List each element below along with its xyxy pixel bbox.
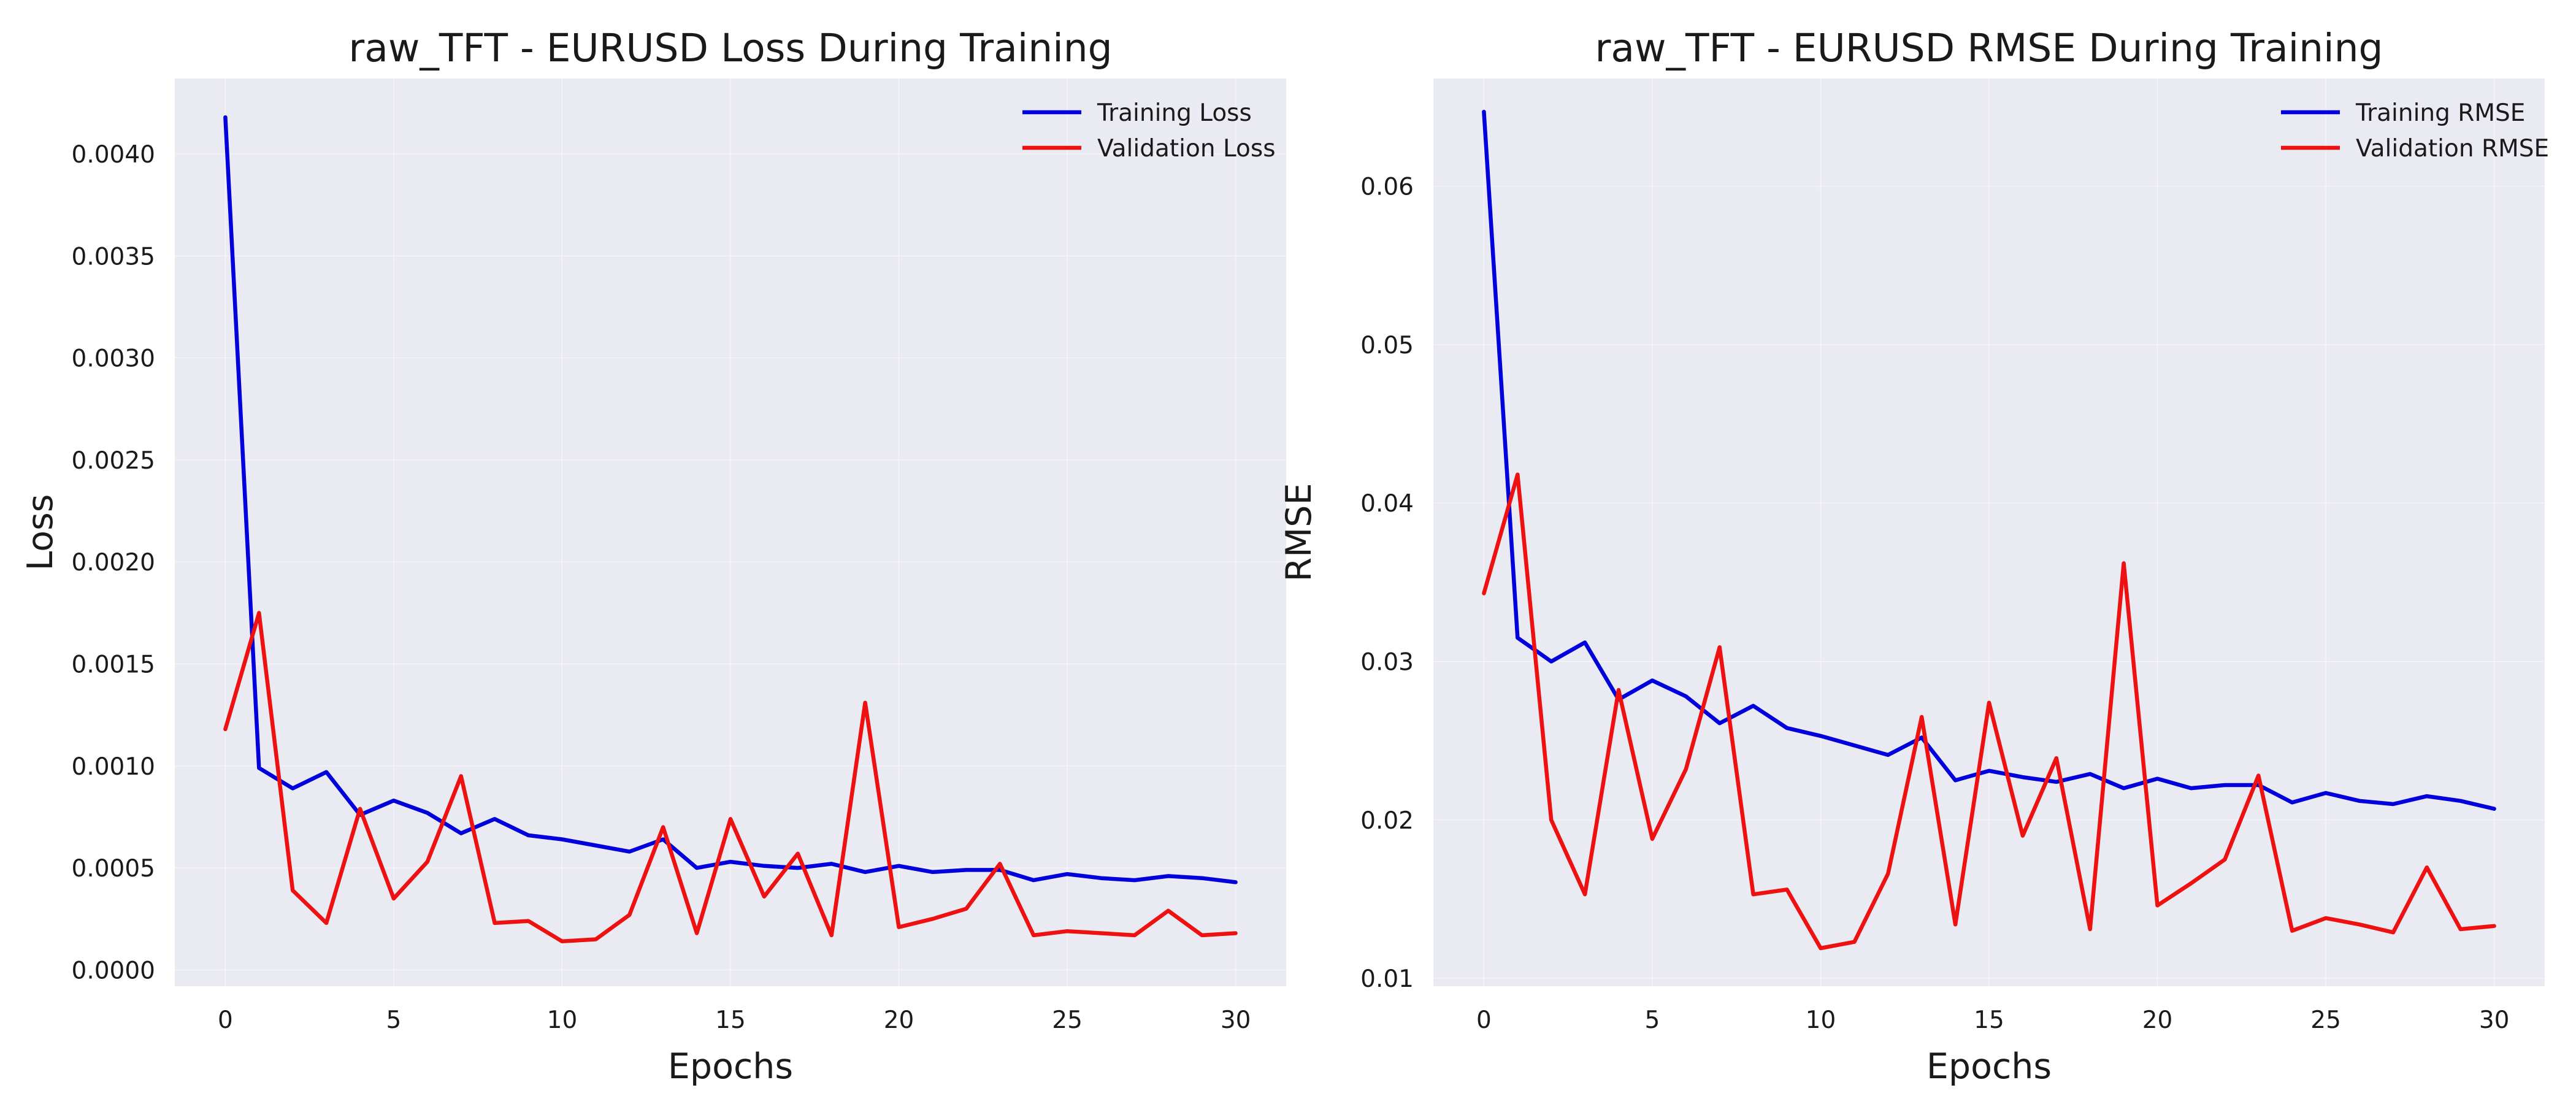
y-tick-label: 0.04 xyxy=(1360,490,1414,518)
y-tick-label: 0.0005 xyxy=(72,855,155,883)
x-tick-label: 5 xyxy=(1644,1006,1660,1034)
y-tick-label: 0.02 xyxy=(1360,807,1414,835)
y-tick-label: 0.0030 xyxy=(72,345,155,373)
x-tick-label: 25 xyxy=(1052,1006,1083,1034)
y-tick-label: 0.0015 xyxy=(72,651,155,679)
x-tick-label: 0 xyxy=(218,1006,233,1034)
x-tick-label: 15 xyxy=(715,1006,746,1034)
y-axis-label: Loss xyxy=(20,494,61,570)
x-tick-label: 20 xyxy=(884,1006,914,1034)
y-tick-label: 0.0040 xyxy=(72,141,155,169)
chart-2: 0 5 10 15 20 25 30 0.01 0.02 0.03 0.04 0.05 0.06 raw_… xyxy=(1279,26,2549,1087)
y-tick-label: 0.06 xyxy=(1360,174,1414,201)
series-line-validation xyxy=(223,611,1238,944)
series-line-training xyxy=(1482,109,2496,811)
series-line-validation xyxy=(1482,472,2496,951)
y-tick-label: 0.0035 xyxy=(72,243,155,270)
series-line-training xyxy=(223,115,1238,884)
x-tick-label: 10 xyxy=(547,1006,578,1034)
y-tick-label: 0.03 xyxy=(1360,649,1414,677)
x-tick-label: 5 xyxy=(386,1006,401,1034)
y-tick-label: 0.05 xyxy=(1360,332,1414,359)
x-axis-label: Epochs xyxy=(1926,1046,2052,1087)
x-axis-label: Epochs xyxy=(668,1046,793,1087)
legend-label: Validation RMSE xyxy=(2356,135,2549,163)
y-tick-label: 0.0025 xyxy=(72,447,155,475)
y-tick-label: 0.01 xyxy=(1360,965,1414,993)
chart-1: 0 5 10 15 20 25 30 0.0000 0.0005 0.0010 0.0015 0.00… xyxy=(20,26,1286,1087)
y-tick-label: 0.0020 xyxy=(72,549,155,577)
legend: Training Loss Validation Loss xyxy=(1022,99,1276,163)
x-tick-label: 25 xyxy=(2310,1006,2341,1034)
x-tick-label: 30 xyxy=(2479,1006,2510,1034)
chart-title: raw_TFT - EURUSD Loss During Training xyxy=(348,26,1112,71)
x-tick-label: 30 xyxy=(1221,1006,1251,1034)
legend-label: Training RMSE xyxy=(2355,99,2525,127)
x-tick-label: 20 xyxy=(2142,1006,2173,1034)
x-tick-label: 0 xyxy=(1476,1006,1492,1034)
x-tick-label: 15 xyxy=(1974,1006,2004,1034)
chart-title: raw_TFT - EURUSD RMSE During Training xyxy=(1595,26,2383,71)
legend: Training RMSE Validation RMSE xyxy=(2281,99,2549,163)
legend-label: Validation Loss xyxy=(1097,135,1276,163)
legend-label: Training Loss xyxy=(1097,99,1252,127)
y-tick-label: 0.0010 xyxy=(72,753,155,781)
x-tick-label: 10 xyxy=(1806,1006,1836,1034)
y-axis-label: RMSE xyxy=(1279,483,1319,582)
y-tick-label: 0.0000 xyxy=(72,957,155,984)
